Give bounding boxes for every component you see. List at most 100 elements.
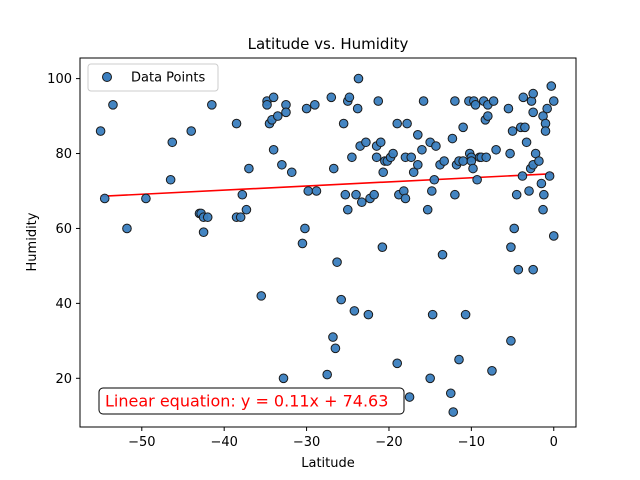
data-point [187, 127, 196, 136]
data-point [440, 157, 449, 166]
data-point [507, 243, 516, 252]
data-point [418, 145, 427, 154]
data-point [469, 164, 478, 173]
data-point [287, 168, 296, 177]
data-point [430, 175, 439, 184]
data-point [489, 97, 498, 106]
y-tick-label: 80 [55, 147, 72, 162]
data-point [278, 160, 287, 169]
data-point [508, 127, 517, 136]
data-point [341, 190, 350, 199]
data-point [329, 333, 338, 342]
data-point [312, 187, 321, 196]
data-point [372, 153, 381, 162]
data-point [539, 205, 548, 214]
data-point [109, 101, 118, 110]
data-point [168, 138, 177, 147]
data-point [541, 127, 550, 136]
data-point [343, 205, 352, 214]
data-point [448, 134, 457, 143]
data-point [329, 164, 338, 173]
data-point [432, 142, 441, 151]
data-point [354, 74, 363, 83]
data-point [242, 205, 251, 214]
data-point [414, 160, 423, 169]
data-point [451, 97, 460, 106]
x-axis-label: Latitude [301, 456, 355, 471]
data-point [376, 138, 385, 147]
data-point [238, 190, 247, 199]
legend: Data Points [88, 64, 218, 91]
data-point [323, 370, 332, 379]
x-tick-label: 0 [550, 435, 558, 450]
data-point [279, 374, 288, 383]
data-point [301, 224, 310, 233]
data-point [269, 145, 278, 154]
data-point [352, 190, 361, 199]
data-point [540, 190, 549, 199]
data-point [333, 258, 342, 267]
data-point [473, 175, 482, 184]
y-axis-label: Humidity [25, 212, 40, 271]
data-point [428, 310, 437, 319]
data-point [199, 228, 208, 237]
data-point [461, 310, 470, 319]
data-point [401, 194, 410, 203]
equation-annotation: Linear equation: y = 0.11x + 74.63 [99, 388, 404, 414]
data-point [459, 123, 468, 132]
data-point [484, 112, 493, 121]
data-point [514, 265, 523, 274]
data-point [426, 374, 435, 383]
data-point [549, 232, 558, 241]
data-point [379, 168, 388, 177]
x-tick-label: −50 [128, 435, 155, 450]
data-point [245, 164, 254, 173]
data-point [529, 108, 538, 117]
data-point [549, 97, 558, 106]
data-point [327, 93, 336, 102]
data-point [506, 149, 515, 158]
data-point [488, 367, 497, 376]
data-point [525, 187, 534, 196]
data-point [547, 82, 556, 91]
data-point [423, 205, 432, 214]
data-point [374, 97, 383, 106]
data-point [203, 213, 212, 222]
data-point [449, 408, 458, 417]
data-point [364, 310, 373, 319]
legend-label: Data Points [131, 71, 205, 86]
data-point [208, 101, 217, 110]
data-point [166, 175, 175, 184]
data-point [438, 250, 447, 259]
data-point [545, 172, 554, 181]
data-point [357, 198, 366, 207]
x-tick-label: −30 [293, 435, 320, 450]
data-point [378, 243, 387, 252]
data-point [459, 157, 468, 166]
data-point [504, 104, 513, 113]
data-point [339, 119, 348, 128]
x-tick-label: −40 [210, 435, 237, 450]
data-point [537, 179, 546, 188]
data-point [389, 149, 398, 158]
data-point [471, 101, 480, 110]
data-point [428, 187, 437, 196]
data-point [100, 194, 109, 203]
x-tick-label: −10 [458, 435, 485, 450]
data-point [451, 190, 460, 199]
data-point [282, 108, 291, 117]
data-point [535, 157, 544, 166]
data-point [337, 295, 346, 304]
y-tick-label: 20 [55, 372, 72, 387]
data-point [273, 112, 282, 121]
data-point [414, 130, 423, 139]
data-point [482, 153, 491, 162]
data-point [522, 138, 531, 147]
data-point [298, 239, 307, 248]
data-point [304, 187, 313, 196]
data-point [521, 123, 530, 132]
data-point [543, 104, 552, 113]
data-point [510, 224, 519, 233]
y-tick-label: 60 [55, 222, 72, 237]
data-point [518, 172, 527, 181]
